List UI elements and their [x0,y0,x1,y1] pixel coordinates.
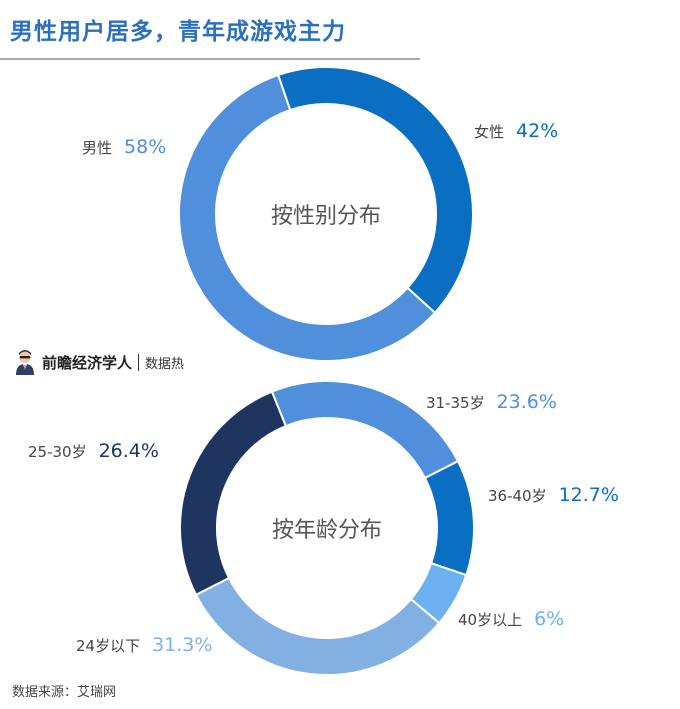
brand-subtitle: 数据热 [145,356,185,372]
age-slice-4 [179,390,288,597]
slice-category: 31-35岁 [426,394,485,412]
title-divider [0,58,420,60]
gender-slice-0 [276,66,474,315]
slice-value: 12.7% [558,484,619,506]
gender-chart-center-label: 按性别分布 [270,204,381,229]
slice-value: 23.6% [496,391,557,413]
age-chart-center-label: 按年龄分布 [271,518,382,543]
slice-category: 40岁以上 [458,611,523,629]
brand-separator [138,353,140,371]
slice-value: 6% [534,608,565,630]
slice-category: 25-30岁 [28,443,87,461]
brand-name: 前瞻经济学人 [42,353,133,372]
slice-label-25-30: 25-30岁 26.4% [28,440,159,462]
slice-label-female: 女性 42% [474,120,558,142]
slice-label-40-plus: 40岁以上 6% [458,608,564,630]
slice-label-36-40: 36-40岁 12.7% [488,484,619,506]
slice-label-31-35: 31-35岁 23.6% [426,391,557,413]
slice-value: 31.3% [152,634,213,656]
slice-value: 58% [124,136,167,158]
slice-label-male: 男性 58% [82,136,166,158]
brand-mark: 前瞻经济学人 数据热 [14,349,184,375]
economist-avatar-icon [14,349,36,375]
slice-category: 女性 [474,123,505,141]
page-title: 男性用户居多，青年成游戏主力 [10,19,346,45]
slice-category: 男性 [82,139,113,157]
slice-category: 24岁以下 [76,637,141,655]
age-slice-1 [423,459,475,577]
gender-slice-1 [178,73,437,362]
slice-value: 26.4% [98,440,159,462]
slice-value: 42% [516,120,559,142]
age-slice-3 [194,576,441,676]
slice-category: 36-40岁 [488,487,547,505]
slice-label-under-24: 24岁以下 31.3% [76,634,212,656]
data-source-note: 数据来源：艾瑞网 [12,685,117,700]
